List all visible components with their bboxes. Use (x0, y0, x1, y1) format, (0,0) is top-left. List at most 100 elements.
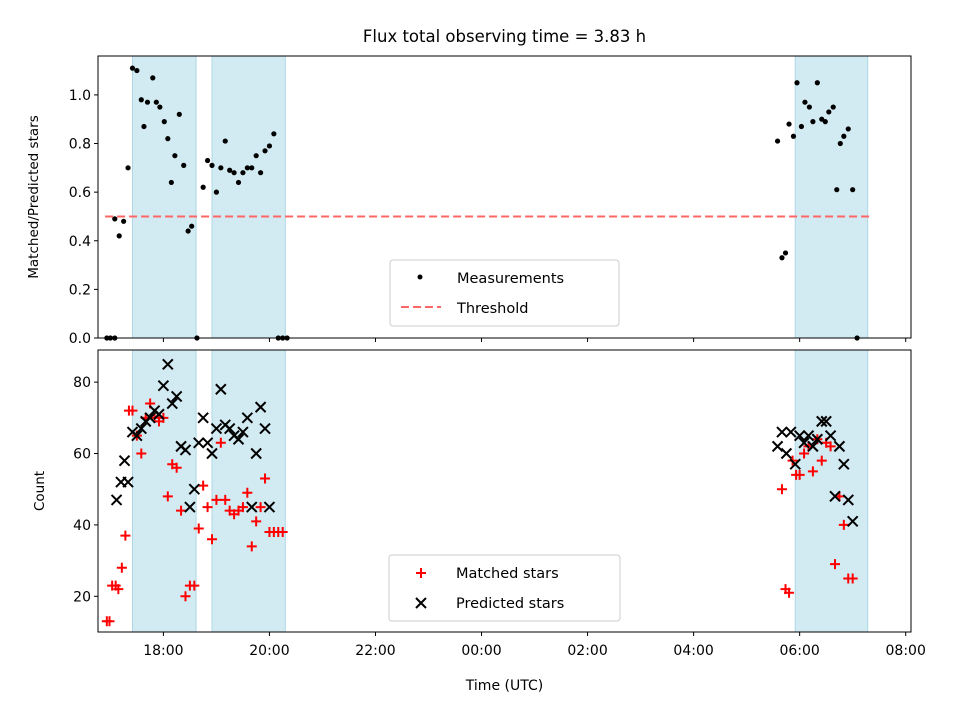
chart-title: Flux total observing time = 3.83 h (363, 27, 646, 46)
predicted-star-point (793, 429, 806, 442)
x-tick-label: 04:00 (673, 643, 713, 659)
measurement-point (138, 97, 144, 103)
predicted-star-point (188, 483, 201, 495)
measurement-point (168, 179, 174, 186)
predicted-star-point (206, 447, 218, 460)
matched-star-point (180, 591, 191, 602)
predicted-star-point (215, 383, 227, 395)
legend-measurements: Measurements (457, 271, 564, 287)
predicted-star-point (223, 422, 236, 435)
matched-star-point (255, 502, 266, 513)
predicted-star-point (259, 422, 271, 435)
matched-star-point (237, 502, 248, 513)
predicted-star-point (833, 440, 846, 453)
x-axis-label: Time (UTC) (465, 678, 543, 694)
matched-star-point (242, 487, 253, 498)
top-plot-frame (97, 55, 912, 339)
measurement-point (249, 165, 255, 171)
matched-star-point (215, 437, 226, 448)
matched-star-point (847, 573, 858, 584)
predicted-star-point (846, 515, 859, 528)
predicted-star-point (170, 390, 183, 403)
matched-star-markers (101, 398, 858, 627)
top-axis-ticks: 0.0 0.2 0.4 0.6 0.8 1.0 (69, 88, 907, 347)
measurement-point (209, 162, 215, 168)
measurement-point (189, 223, 195, 229)
predicted-star-point (246, 501, 258, 513)
shaded-interval (131, 55, 197, 339)
predicted-star-point (157, 379, 170, 392)
predicted-star-point (829, 490, 841, 503)
y-tick-label: 0.2 (69, 282, 91, 298)
measurement-point (271, 131, 277, 137)
predicted-star-point (807, 440, 819, 453)
predicted-star-point (197, 412, 209, 424)
shaded-interval (131, 349, 197, 633)
predicted-star-point (153, 408, 165, 420)
measurement-point (176, 111, 182, 117)
measurement-point (790, 133, 797, 139)
matched-star-point (776, 484, 787, 495)
measurement-point (786, 121, 792, 127)
matched-star-point (171, 462, 182, 473)
measurement-point (258, 170, 264, 176)
matched-star-point (162, 491, 173, 502)
x-tick-label: 02:00 (567, 643, 607, 659)
matched-star-point (176, 505, 187, 516)
y-tick-label: 0.4 (69, 234, 91, 250)
matched-legend-symbol (416, 568, 426, 578)
matched-star-point (816, 455, 827, 466)
predicted-star-point (210, 422, 223, 435)
predicted-star-point (118, 454, 131, 467)
x-tick-label: 18:00 (143, 643, 183, 659)
measurement-point (794, 80, 800, 86)
measurement-point (834, 187, 840, 193)
predicted-star-point (254, 401, 267, 413)
measurement-point (150, 75, 156, 81)
predicted-star-point (780, 447, 793, 460)
matched-star-point (120, 530, 131, 541)
measurement-point (774, 138, 781, 144)
measurement-point (125, 165, 131, 171)
predicted-star-point (184, 501, 196, 513)
measurement-point (814, 80, 820, 86)
measurement-legend-marker (417, 274, 423, 280)
top-legend-box (389, 259, 620, 327)
predicted-star-point (789, 458, 801, 470)
measurement-point (172, 153, 178, 159)
measurement-point (262, 148, 268, 154)
matched-star-point (830, 559, 841, 570)
measurement-point (244, 165, 250, 171)
measurement-point (227, 167, 233, 173)
measurement-point (112, 216, 118, 222)
measurement-point (165, 136, 171, 142)
measurement-point (822, 119, 828, 125)
y-tick-label: 80 (73, 375, 91, 391)
y-tick-label: 0.6 (69, 185, 91, 201)
measurement-point (798, 123, 805, 130)
measurement-point (235, 179, 242, 186)
bottom-axis-ticks: 20 40 60 80 18:00 20:00 22:00 00:00 02:00 04:00 06… (73, 375, 926, 659)
matched-star-point (116, 562, 127, 573)
measurement-point (806, 104, 812, 110)
matched-star-point (211, 494, 222, 505)
matched-legend-marker (416, 568, 426, 578)
matched-star-point (198, 480, 209, 491)
matched-star-point (104, 616, 115, 627)
measurement-point (266, 143, 273, 149)
predicted-star-point (135, 422, 148, 435)
predicted-star-point (201, 437, 214, 449)
measurement-point (782, 250, 789, 256)
predicted-star-point (193, 437, 205, 449)
matched-star-point (189, 580, 200, 591)
measurement-point (222, 138, 228, 144)
matched-star-point (825, 441, 836, 452)
matched-star-point (220, 494, 231, 505)
bottom-y-axis-label: Count (32, 471, 48, 511)
predicted-legend-marker (415, 597, 427, 609)
measurement-point (802, 99, 808, 105)
matched-star-point (784, 587, 795, 598)
x-tick-label: 22:00 (355, 643, 395, 659)
matched-star-point (807, 466, 818, 477)
